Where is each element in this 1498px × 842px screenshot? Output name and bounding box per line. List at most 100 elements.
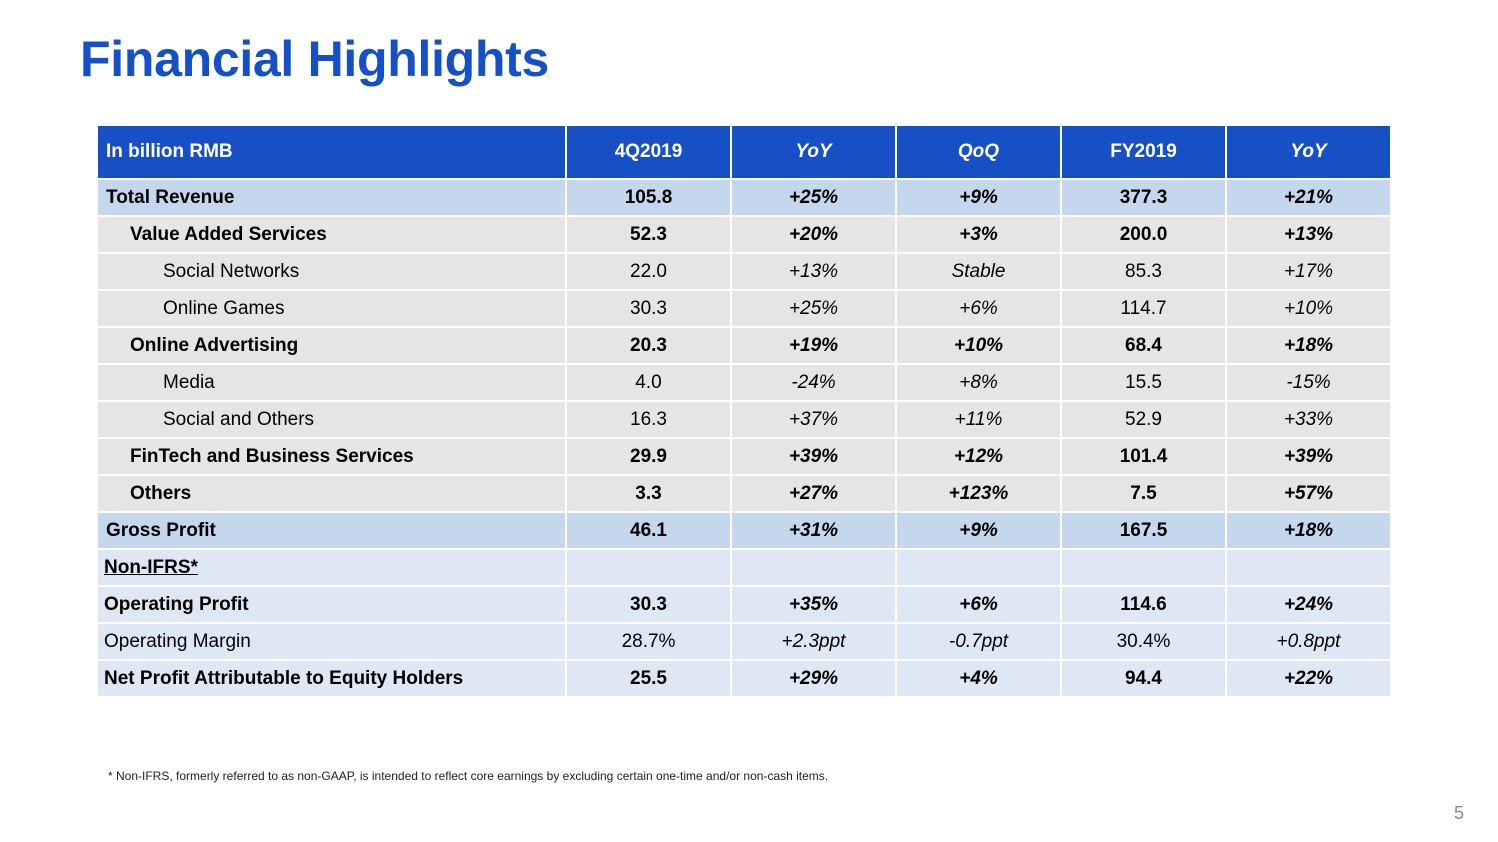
header-4q-yoy: YoY [730,124,897,180]
table-header-row: In billion RMB 4Q2019 YoY QoQ FY2019 YoY [96,124,1392,180]
cell-4q-yoy: +19% [730,326,897,365]
table-row-non-ifrs-heading: Non-IFRS* [96,548,1392,587]
cell-fy-yoy: +18% [1225,511,1392,550]
financial-highlights-table: In billion RMB 4Q2019 YoY QoQ FY2019 YoY… [96,124,1392,698]
row-label: Others [96,474,567,513]
cell-fy2019: 30.4% [1060,622,1227,661]
cell-empty [730,548,897,587]
cell-fy-yoy: +17% [1225,252,1392,291]
table-row-fintech-business-services: FinTech and Business Services 29.9 +39% … [96,437,1392,476]
header-fy2019: FY2019 [1060,124,1227,180]
cell-qoq: +123% [895,474,1062,513]
cell-4q-yoy: +37% [730,400,897,439]
table-row-gross-profit: Gross Profit 46.1 +31% +9% 167.5 +18% [96,511,1392,550]
header-4q2019: 4Q2019 [565,124,732,180]
cell-qoq: +8% [895,363,1062,402]
cell-4q2019: 16.3 [565,400,732,439]
cell-fy2019: 167.5 [1060,511,1227,550]
cell-4q2019: 52.3 [565,215,732,254]
cell-fy2019: 85.3 [1060,252,1227,291]
cell-qoq: +12% [895,437,1062,476]
cell-4q-yoy: +25% [730,289,897,328]
header-unit: In billion RMB [96,124,567,180]
table-row-operating-margin: Operating Margin 28.7% +2.3ppt -0.7ppt 3… [96,622,1392,661]
cell-4q-yoy: +25% [730,178,897,217]
cell-empty [1060,548,1227,587]
table-row-net-profit: Net Profit Attributable to Equity Holder… [96,659,1392,698]
cell-4q2019: 22.0 [565,252,732,291]
row-label: FinTech and Business Services [96,437,567,476]
cell-4q-yoy: +31% [730,511,897,550]
row-label: Operating Profit [96,585,567,624]
cell-fy-yoy: -15% [1225,363,1392,402]
cell-4q2019: 28.7% [565,622,732,661]
cell-4q2019: 20.3 [565,326,732,365]
cell-fy2019: 68.4 [1060,326,1227,365]
cell-4q-yoy: +13% [730,252,897,291]
cell-fy2019: 94.4 [1060,659,1227,698]
cell-fy-yoy: +24% [1225,585,1392,624]
cell-fy2019: 101.4 [1060,437,1227,476]
cell-fy2019: 377.3 [1060,178,1227,217]
table-row-value-added-services: Value Added Services 52.3 +20% +3% 200.0… [96,215,1392,254]
row-label: Online Games [96,289,567,328]
row-label: Media [96,363,567,402]
table-row-media: Media 4.0 -24% +8% 15.5 -15% [96,363,1392,402]
cell-qoq: +6% [895,585,1062,624]
cell-fy-yoy: +13% [1225,215,1392,254]
header-qoq: QoQ [895,124,1062,180]
cell-qoq: +4% [895,659,1062,698]
cell-4q-yoy: +20% [730,215,897,254]
cell-4q-yoy: -24% [730,363,897,402]
cell-qoq: +3% [895,215,1062,254]
table-row-social-networks: Social Networks 22.0 +13% Stable 85.3 +1… [96,252,1392,291]
row-label: Value Added Services [96,215,567,254]
cell-fy2019: 114.7 [1060,289,1227,328]
cell-4q-yoy: +27% [730,474,897,513]
page-number: 5 [1454,803,1465,823]
row-label: Total Revenue [96,178,567,217]
cell-fy-yoy: +33% [1225,400,1392,439]
cell-fy2019: 114.6 [1060,585,1227,624]
footnote: * Non-IFRS, formerly referred to as non-… [108,769,829,783]
cell-qoq: +10% [895,326,1062,365]
cell-qoq: +9% [895,511,1062,550]
cell-4q2019: 3.3 [565,474,732,513]
row-label: Net Profit Attributable to Equity Holder… [96,659,567,698]
non-ifrs-heading: Non-IFRS* [104,556,198,578]
cell-4q2019: 105.8 [565,178,732,217]
table-row-online-games: Online Games 30.3 +25% +6% 114.7 +10% [96,289,1392,328]
cell-qoq: +9% [895,178,1062,217]
cell-4q2019: 4.0 [565,363,732,402]
row-label: Operating Margin [96,622,567,661]
cell-fy2019: 7.5 [1060,474,1227,513]
cell-qoq: -0.7ppt [895,622,1062,661]
cell-qoq: Stable [895,252,1062,291]
cell-qoq: +6% [895,289,1062,328]
cell-fy-yoy: +21% [1225,178,1392,217]
row-label: Social and Others [96,400,567,439]
cell-4q2019: 25.5 [565,659,732,698]
cell-fy-yoy: +39% [1225,437,1392,476]
cell-fy-yoy: +18% [1225,326,1392,365]
row-label: Gross Profit [96,511,567,550]
cell-qoq: +11% [895,400,1062,439]
cell-empty [895,548,1062,587]
cell-4q2019: 29.9 [565,437,732,476]
cell-fy2019: 15.5 [1060,363,1227,402]
row-label: Non-IFRS* [96,548,567,587]
row-label: Social Networks [96,252,567,291]
cell-empty [1225,548,1392,587]
table-row-social-and-others: Social and Others 16.3 +37% +11% 52.9 +3… [96,400,1392,439]
cell-4q2019: 46.1 [565,511,732,550]
cell-fy-yoy: +10% [1225,289,1392,328]
row-label: Online Advertising [96,326,567,365]
page-title: Financial Highlights [80,31,550,87]
cell-4q-yoy: +35% [730,585,897,624]
cell-fy2019: 52.9 [1060,400,1227,439]
cell-fy-yoy: +0.8ppt [1225,622,1392,661]
cell-4q2019: 30.3 [565,289,732,328]
cell-fy2019: 200.0 [1060,215,1227,254]
table-row-others: Others 3.3 +27% +123% 7.5 +57% [96,474,1392,513]
table-row-operating-profit: Operating Profit 30.3 +35% +6% 114.6 +24… [96,585,1392,624]
